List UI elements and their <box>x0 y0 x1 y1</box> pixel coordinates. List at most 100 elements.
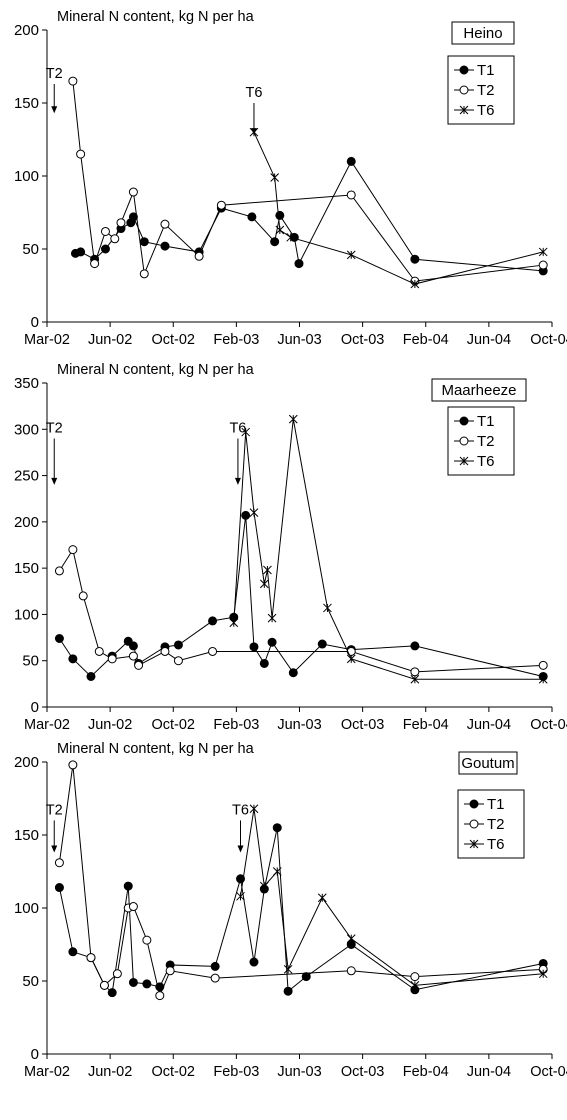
y-tick-label: 0 <box>31 314 39 331</box>
x-tick-label: Feb-03 <box>213 332 259 348</box>
data-point <box>68 947 78 957</box>
data-point <box>76 247 86 257</box>
data-point <box>410 641 420 651</box>
series-line <box>58 764 544 998</box>
data-point <box>68 654 78 664</box>
x-tick-label: Jun-03 <box>277 332 321 348</box>
data-point <box>155 991 165 1001</box>
legend-entry: T1 <box>477 413 495 430</box>
x-tick-label: Oct-03 <box>341 332 385 348</box>
series-line <box>72 81 544 282</box>
series-t2 <box>54 760 548 1001</box>
data-point <box>259 881 269 891</box>
data-point <box>86 671 96 681</box>
data-point <box>173 656 183 666</box>
data-point <box>267 637 277 647</box>
data-point <box>275 210 285 220</box>
data-point <box>142 935 152 945</box>
data-point <box>100 244 110 254</box>
legend-marker <box>459 85 469 95</box>
data-point <box>160 646 170 656</box>
series-t6 <box>249 127 548 289</box>
chart-panel-goutum: 0 50 100 150 200 Mar-02 Jun-02 Oct-02 Feb-03 Jun-… <box>14 741 567 1080</box>
x-tick-label: Oct-03 <box>341 1064 385 1080</box>
data-point <box>538 674 548 684</box>
y-tick-label: 150 <box>14 827 39 844</box>
data-point <box>54 858 64 868</box>
data-point <box>107 654 117 664</box>
legend-marker <box>459 105 469 115</box>
data-point <box>249 127 259 137</box>
legend-entry: T2 <box>477 82 495 99</box>
y-tick-label: 100 <box>14 606 39 623</box>
data-point <box>76 149 86 159</box>
x-tick-label: Oct-04 <box>530 332 567 348</box>
series-t6 <box>236 804 548 990</box>
annotation-label: T6 <box>246 85 263 101</box>
x-tick-label: Jun-04 <box>467 332 511 348</box>
x-tick-label: Jun-03 <box>277 1064 321 1080</box>
data-point <box>128 187 138 197</box>
annotation-label: T2 <box>46 421 63 437</box>
data-point <box>247 212 257 222</box>
data-point <box>323 603 332 613</box>
data-point <box>90 259 100 269</box>
data-point <box>294 259 304 269</box>
data-point <box>116 218 126 228</box>
data-point <box>317 639 327 649</box>
data-point <box>346 934 356 944</box>
series-t1 <box>54 823 548 998</box>
data-point <box>270 237 280 247</box>
data-point <box>99 980 109 990</box>
data-point <box>272 823 282 833</box>
x-tick-label: Feb-04 <box>403 332 449 348</box>
x-tick-label: Jun-03 <box>277 717 321 733</box>
annotation-label: T2 <box>46 66 63 82</box>
series-t1 <box>70 156 548 276</box>
series-line <box>75 160 544 272</box>
data-point <box>128 977 138 987</box>
legend-marker <box>459 436 469 446</box>
data-point <box>173 640 183 650</box>
legend: T1 T2 T6 <box>447 55 515 125</box>
panel-label-box <box>458 751 518 775</box>
x-tick-label: Oct-02 <box>151 1064 195 1080</box>
chart-panel-maarheeze: 0 50 100 150 200 250 300 350 Mar-02 Jun-02 Oct-02 F… <box>14 362 567 733</box>
data-point <box>267 613 277 623</box>
data-point <box>410 254 420 264</box>
data-point <box>86 953 96 963</box>
y-tick-label: 200 <box>14 514 39 531</box>
series-t2 <box>54 545 548 677</box>
annotation-label: T6 <box>229 421 246 437</box>
data-point <box>241 510 251 520</box>
y-tick-label: 350 <box>14 375 39 392</box>
arrowhead <box>51 845 58 853</box>
y-tick-label: 0 <box>31 1046 39 1063</box>
data-point <box>110 234 120 244</box>
data-point <box>68 545 78 555</box>
x-tick-label: Oct-02 <box>151 717 195 733</box>
legend-entry: T6 <box>487 836 505 853</box>
x-tick-label: Oct-04 <box>530 1064 567 1080</box>
legend-entry: T2 <box>487 816 505 833</box>
x-tick-label: Jun-02 <box>88 717 132 733</box>
data-point <box>139 237 149 247</box>
data-point <box>208 646 218 656</box>
annotation-label: T6 <box>232 802 249 818</box>
legend-entry: T6 <box>477 102 495 119</box>
data-point <box>249 957 259 967</box>
x-tick-label: Oct-03 <box>341 717 385 733</box>
legend-marker <box>459 456 469 466</box>
chart-panel-heino: 0 50 100 150 200 Mar-02 Jun-02 Oct-02 Feb-03 Jun-… <box>14 9 567 348</box>
data-point <box>288 668 298 678</box>
data-point <box>54 883 64 893</box>
data-point <box>128 212 138 222</box>
data-point <box>241 427 251 437</box>
panel-label: Heino <box>463 25 502 42</box>
data-point <box>123 881 133 891</box>
data-point <box>288 414 298 424</box>
data-point <box>283 964 293 974</box>
panel-label: Goutum <box>461 755 514 772</box>
data-point <box>538 660 548 670</box>
